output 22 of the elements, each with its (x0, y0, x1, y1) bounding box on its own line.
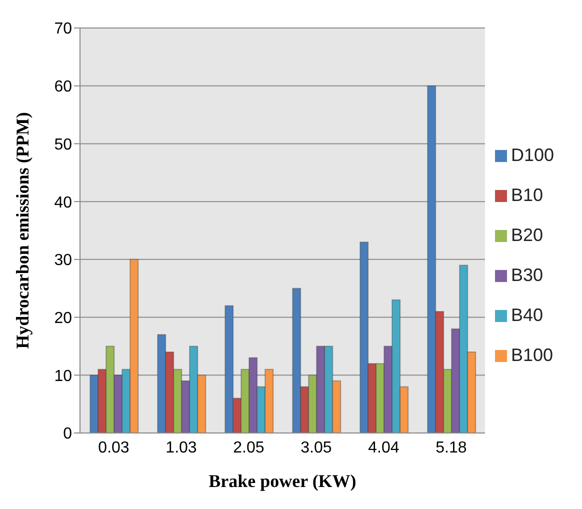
y-axis-title: Hydrocarbon emissions (PPM) (12, 112, 32, 349)
y-tick-label: 0 (63, 426, 72, 443)
x-axis-title: Brake power (KW) (208, 471, 356, 491)
y-tick-label: 20 (54, 310, 72, 327)
x-tick-label: 4.04 (368, 439, 400, 456)
x-tick-label: 2.05 (233, 439, 264, 456)
legend-label: B100 (510, 344, 554, 364)
legend-label: B30 (510, 264, 543, 284)
legend-label: D100 (510, 144, 554, 164)
y-tick-label: 40 (54, 194, 72, 212)
y-tick-label: 50 (54, 136, 72, 154)
y-tick-label: 60 (54, 78, 72, 96)
legend-label: B10 (510, 184, 543, 204)
y-tick-label: 10 (54, 368, 72, 385)
legend-label: B40 (510, 304, 543, 324)
y-tick-label: 70 (54, 20, 72, 38)
x-tick-label: 5.18 (436, 439, 467, 456)
x-tick-label: 1.03 (166, 439, 197, 456)
x-tick-label: 3.05 (300, 439, 332, 456)
y-tick-label: 30 (54, 252, 72, 270)
x-tick-label: 0.03 (98, 439, 130, 456)
legend-label: B20 (510, 224, 543, 244)
